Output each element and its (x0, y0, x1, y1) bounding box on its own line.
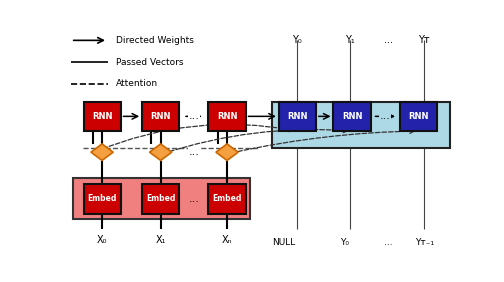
Text: ...: ... (384, 35, 393, 45)
Text: Yᴛ₋₁: Yᴛ₋₁ (415, 238, 434, 247)
Polygon shape (150, 144, 172, 160)
Text: Yᴛ: Yᴛ (418, 35, 430, 45)
Text: Directed Weights: Directed Weights (116, 36, 194, 45)
Text: Embed: Embed (212, 194, 242, 203)
Text: Attention: Attention (116, 79, 158, 88)
Text: Embed: Embed (146, 194, 175, 203)
FancyBboxPatch shape (279, 102, 316, 131)
FancyBboxPatch shape (84, 102, 120, 131)
Text: RNN: RNN (287, 112, 307, 121)
Text: ...: ... (188, 194, 199, 204)
Text: Xₙ: Xₙ (222, 235, 232, 245)
Text: ...: ... (188, 111, 199, 121)
FancyBboxPatch shape (334, 102, 370, 131)
Text: Y₁: Y₁ (345, 35, 355, 45)
FancyBboxPatch shape (73, 178, 250, 219)
FancyBboxPatch shape (400, 102, 437, 131)
Text: RNN: RNN (150, 112, 171, 121)
Text: RNN: RNN (342, 112, 362, 121)
FancyBboxPatch shape (209, 184, 245, 213)
Text: Embed: Embed (87, 194, 117, 203)
FancyBboxPatch shape (272, 102, 450, 148)
FancyBboxPatch shape (142, 184, 179, 213)
Text: X₀: X₀ (97, 235, 107, 245)
Text: X₁: X₁ (155, 235, 166, 245)
Text: ...: ... (384, 238, 393, 247)
FancyBboxPatch shape (142, 102, 179, 131)
Text: Y₀: Y₀ (292, 35, 301, 45)
FancyBboxPatch shape (84, 184, 120, 213)
Text: Passed Vectors: Passed Vectors (116, 58, 183, 67)
Text: ...: ... (188, 147, 199, 157)
Text: NULL: NULL (273, 238, 296, 247)
Text: Y₀: Y₀ (340, 238, 349, 247)
Polygon shape (91, 144, 113, 160)
Text: RNN: RNN (408, 112, 429, 121)
Text: RNN: RNN (92, 112, 112, 121)
Text: RNN: RNN (217, 112, 237, 121)
FancyBboxPatch shape (209, 102, 245, 131)
Text: ...: ... (380, 111, 391, 121)
Polygon shape (216, 144, 238, 160)
